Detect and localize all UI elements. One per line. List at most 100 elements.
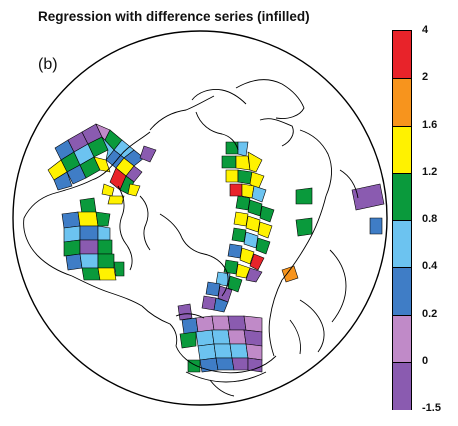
- grid-cell: [369, 217, 383, 235]
- grid-cell: [79, 197, 97, 215]
- legend-swatch: [393, 31, 411, 79]
- grid-cell: [201, 295, 217, 311]
- grid-cell: [179, 331, 197, 349]
- hemisphere-outline: [12, 30, 388, 406]
- grid-cell: [63, 225, 81, 243]
- coastline: [203, 253, 229, 297]
- coastline: [23, 179, 93, 219]
- legend-swatch: [393, 125, 411, 174]
- legend-label: 1.2: [422, 165, 438, 178]
- coastline: [241, 355, 277, 373]
- grid-cell: [229, 183, 243, 197]
- grid-cell: [237, 141, 249, 157]
- grid-cell: [77, 211, 99, 227]
- grid-cell: [231, 357, 249, 371]
- grid-cell: [243, 231, 259, 249]
- grid-cell: [257, 221, 273, 239]
- coastline: [91, 131, 151, 181]
- legend-label: 2: [422, 71, 429, 84]
- grid-cell: [249, 253, 265, 271]
- grid-cell: [211, 315, 231, 331]
- legend-label: 0: [422, 354, 429, 367]
- grid-cell: [225, 169, 239, 183]
- grid-cell: [177, 303, 193, 321]
- coastline: [191, 89, 247, 105]
- grid-cell: [233, 211, 249, 227]
- grid-cell: [245, 267, 263, 283]
- panel-label: (b): [38, 56, 58, 73]
- coastline: [339, 169, 359, 199]
- grid-cell: [139, 145, 157, 163]
- grid-cell: [251, 185, 267, 203]
- coastline: [299, 299, 325, 353]
- grid-cell: [295, 217, 313, 237]
- grid-cell: [205, 281, 221, 297]
- legend-swatch: [393, 78, 411, 127]
- grid-cell: [245, 215, 261, 233]
- grid-cell: [79, 239, 99, 255]
- grid-cells: [47, 123, 385, 373]
- grid-cell: [65, 253, 83, 271]
- grid-cell: [127, 183, 141, 197]
- grid-cell: [93, 156, 111, 173]
- legend-label: -1.5: [422, 402, 441, 414]
- grid-cell: [181, 317, 199, 335]
- legend-swatch: [393, 220, 411, 269]
- grid-cell: [247, 151, 263, 173]
- coastline: [117, 185, 133, 271]
- grid-cell: [243, 329, 263, 347]
- grid-cell: [195, 315, 215, 333]
- grid-cell: [227, 315, 247, 331]
- grid-cell: [215, 357, 235, 371]
- grid-cell: [227, 243, 243, 259]
- coastline: [139, 195, 151, 251]
- grid-cell: [215, 271, 231, 287]
- coastline: [281, 195, 327, 281]
- coastline: [175, 313, 205, 319]
- coastline: [159, 213, 205, 255]
- color-legend: [392, 30, 412, 410]
- coastline: [289, 319, 301, 355]
- grid-cell: [97, 239, 113, 255]
- grid-cell: [351, 183, 385, 211]
- grid-cell: [231, 227, 247, 243]
- map-title: Regression with difference series (infil…: [38, 9, 310, 24]
- coastline: [259, 118, 294, 147]
- grid-cell: [97, 253, 115, 269]
- grid-cell: [61, 211, 81, 229]
- legend-label: 0.8: [422, 213, 438, 225]
- grid-cell: [281, 265, 299, 283]
- grid-cell: [237, 169, 253, 185]
- grid-cell: [63, 239, 81, 257]
- grid-cell: [295, 187, 313, 205]
- grid-cell: [227, 329, 247, 345]
- grid-cell: [79, 225, 99, 241]
- grid-cell: [97, 267, 117, 281]
- coastline: [329, 249, 347, 323]
- grid-cell: [213, 343, 233, 359]
- grid-cell: [229, 343, 249, 359]
- grid-cell: [247, 357, 263, 373]
- grid-cell: [223, 259, 239, 275]
- coastline: [185, 371, 267, 383]
- grid-cell: [227, 275, 243, 293]
- grid-cell: [107, 195, 125, 205]
- grid-cell: [235, 155, 251, 171]
- coastline: [71, 275, 143, 307]
- coastline: [299, 129, 333, 197]
- legend-swatch: [393, 172, 411, 221]
- coastline: [268, 279, 283, 357]
- grid-cell: [197, 343, 217, 361]
- grid-cell: [101, 183, 115, 197]
- grid-cell: [235, 263, 251, 279]
- grid-cell: [195, 329, 215, 347]
- grid-cell: [235, 195, 251, 211]
- legend-swatch: [393, 314, 411, 363]
- grid-cell: [221, 155, 237, 169]
- coastline: [175, 345, 243, 374]
- grid-cell: [245, 343, 263, 361]
- coastline: [209, 379, 235, 397]
- grid-cell: [113, 261, 125, 277]
- grid-cell: [243, 315, 263, 333]
- grid-cell: [213, 297, 229, 313]
